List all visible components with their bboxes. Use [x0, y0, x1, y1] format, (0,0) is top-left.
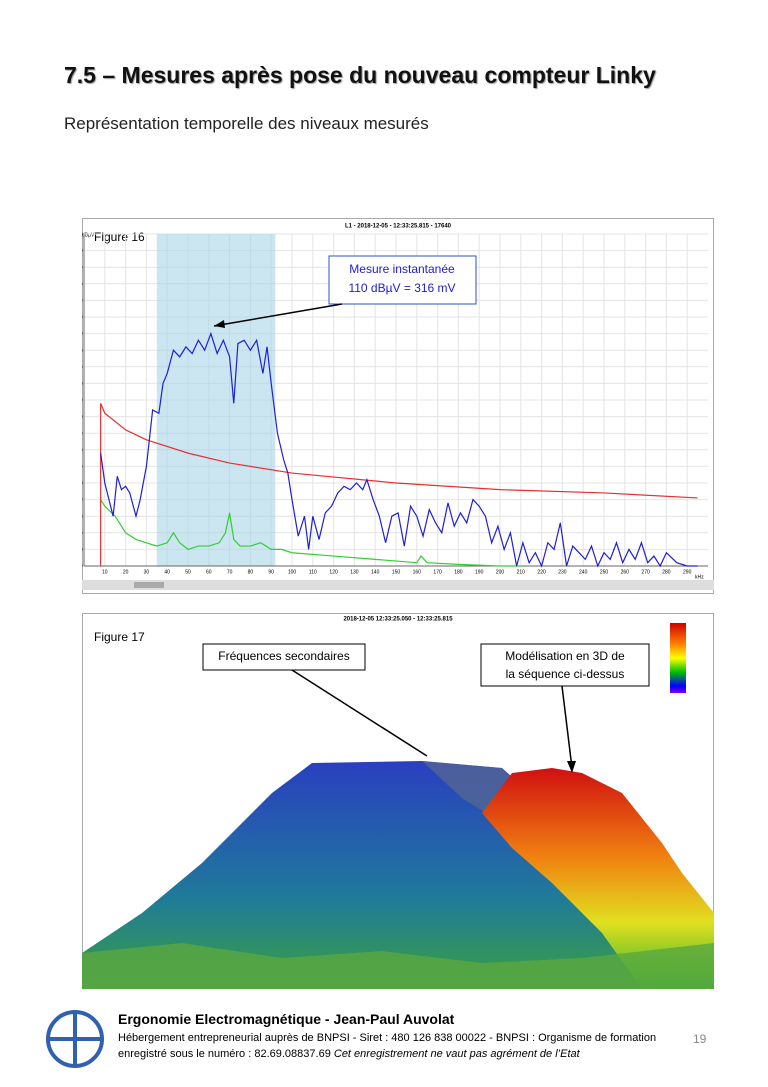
- figure-16: L1 - 2018-12-05 - 12:33:25.815 - 17640 F…: [82, 218, 714, 594]
- annotation-box: [328, 255, 477, 305]
- subtitle: Représentation temporelle des niveaux me…: [64, 114, 429, 133]
- x-tick-label: 20: [123, 569, 129, 575]
- highlight: [156, 234, 276, 566]
- series-line: [100, 499, 521, 567]
- scroll-thumb: [134, 582, 164, 588]
- scrollbar: [82, 580, 714, 590]
- x-tick-label: 60: [206, 569, 212, 575]
- x-tick-label: 210: [517, 569, 526, 575]
- figure-17: 2018-12-05 12:33:25.050 - 12:33:25.815 F…: [82, 613, 714, 989]
- x-tick-label: 10: [102, 569, 108, 575]
- series-line: [100, 331, 698, 568]
- x-tick-label: 170: [433, 569, 442, 575]
- x-tick-label: 180: [454, 569, 463, 575]
- x-tick-label: 190: [475, 569, 484, 575]
- y-tick-label: 110: [82, 331, 84, 336]
- color-scale: [670, 623, 686, 693]
- chart-title: 2018-12-05 12:33:25.050 - 12:33:25.815: [343, 617, 453, 623]
- x-tick-label: 130: [350, 569, 359, 575]
- footer-line: enregistré sous le numéro : 82.69.08837.…: [118, 1048, 580, 1060]
- chart-title: L1 - 2018-12-05 - 12:33:25.815 - 17640: [345, 224, 452, 230]
- annotation-box: [202, 643, 366, 671]
- y-tick-label: 135: [82, 248, 84, 253]
- ground: [82, 943, 714, 989]
- annotation: Mesure instantanée: [349, 262, 455, 276]
- x-tick-label: 240: [579, 569, 588, 575]
- x-tick-label: 110: [309, 569, 317, 575]
- y-tick-label: 50: [82, 530, 84, 535]
- y-tick-label: 140: [82, 231, 84, 236]
- y-tick-label: 65: [82, 480, 84, 485]
- y-tick-label: 45: [82, 546, 84, 551]
- x-tick-label: 270: [641, 569, 650, 575]
- x-tick-label: 290: [683, 569, 692, 575]
- y-tick-label: 100: [82, 364, 84, 369]
- x-tick-label: 140: [371, 569, 380, 575]
- y-label: dBµV: [82, 232, 95, 238]
- figure-label: Figure 17: [94, 630, 145, 644]
- footer-text: enregistré sous le numéro : 82.69.08837.…: [118, 1048, 334, 1060]
- series-line: [100, 403, 698, 566]
- x-tick-label: 70: [227, 569, 233, 575]
- x-tick-label: 230: [558, 569, 567, 575]
- y-tick-label: 95: [82, 380, 84, 385]
- arrow: [291, 669, 428, 757]
- y-tick-label: 120: [82, 297, 84, 302]
- x-label: kHz: [695, 574, 704, 580]
- x-tick-label: 150: [392, 569, 401, 575]
- arrow-head: [214, 320, 225, 328]
- y-tick-label: 105: [82, 347, 84, 352]
- arrow: [213, 303, 343, 327]
- logo: [46, 1010, 104, 1068]
- annotation: 110 dBµV = 316 mV: [348, 281, 455, 295]
- y-tick-label: 125: [82, 281, 84, 286]
- y-tick-label: 85: [82, 414, 84, 419]
- x-tick-label: 160: [413, 569, 422, 575]
- y-tick-label: 90: [82, 397, 84, 402]
- x-tick-label: 250: [600, 569, 609, 575]
- figure-label: Figure 16: [94, 230, 145, 244]
- x-tick-label: 280: [662, 569, 671, 575]
- y-tick-label: 40: [82, 563, 84, 568]
- y-tick-label: 130: [82, 264, 84, 269]
- arrow-head: [567, 761, 576, 773]
- x-tick-label: 90: [268, 569, 274, 575]
- x-tick-label: 40: [164, 569, 170, 575]
- x-tick-label: 30: [144, 569, 150, 575]
- x-tick-label: 50: [185, 569, 191, 575]
- arrow: [561, 685, 573, 769]
- x-tick-label: 80: [248, 569, 254, 575]
- y-tick-label: 60: [82, 497, 84, 502]
- x-tick-label: 120: [329, 569, 338, 575]
- organization: Ergonomie Electromagnétique - Jean-Paul …: [118, 1011, 455, 1027]
- annotation: Fréquences secondaires: [218, 649, 349, 663]
- annotation: la séquence ci-dessus: [506, 667, 625, 681]
- y-tick-label: 80: [82, 430, 84, 435]
- annotation-box: [480, 643, 650, 687]
- peak: [482, 768, 714, 989]
- x-tick-label: 220: [537, 569, 546, 575]
- x-tick-label: 100: [288, 569, 297, 575]
- annotation: Modélisation en 3D de: [505, 649, 625, 663]
- y-tick-label: 70: [82, 463, 84, 468]
- y-tick-label: 115: [82, 314, 84, 319]
- footer-italic: Cet enregistrement ne vaut pas agrément …: [333, 1048, 580, 1060]
- x-tick-label: 200: [496, 569, 505, 575]
- page-title: 7.5 – Mesures après pose du nouveau comp…: [64, 62, 656, 88]
- y-tick-label: 75: [82, 447, 84, 452]
- page-number: 19: [693, 1032, 707, 1046]
- y-tick-label: 55: [82, 513, 84, 518]
- x-tick-label: 260: [621, 569, 630, 575]
- footer-line: Hébergement entrepreneurial auprès de BN…: [118, 1032, 657, 1044]
